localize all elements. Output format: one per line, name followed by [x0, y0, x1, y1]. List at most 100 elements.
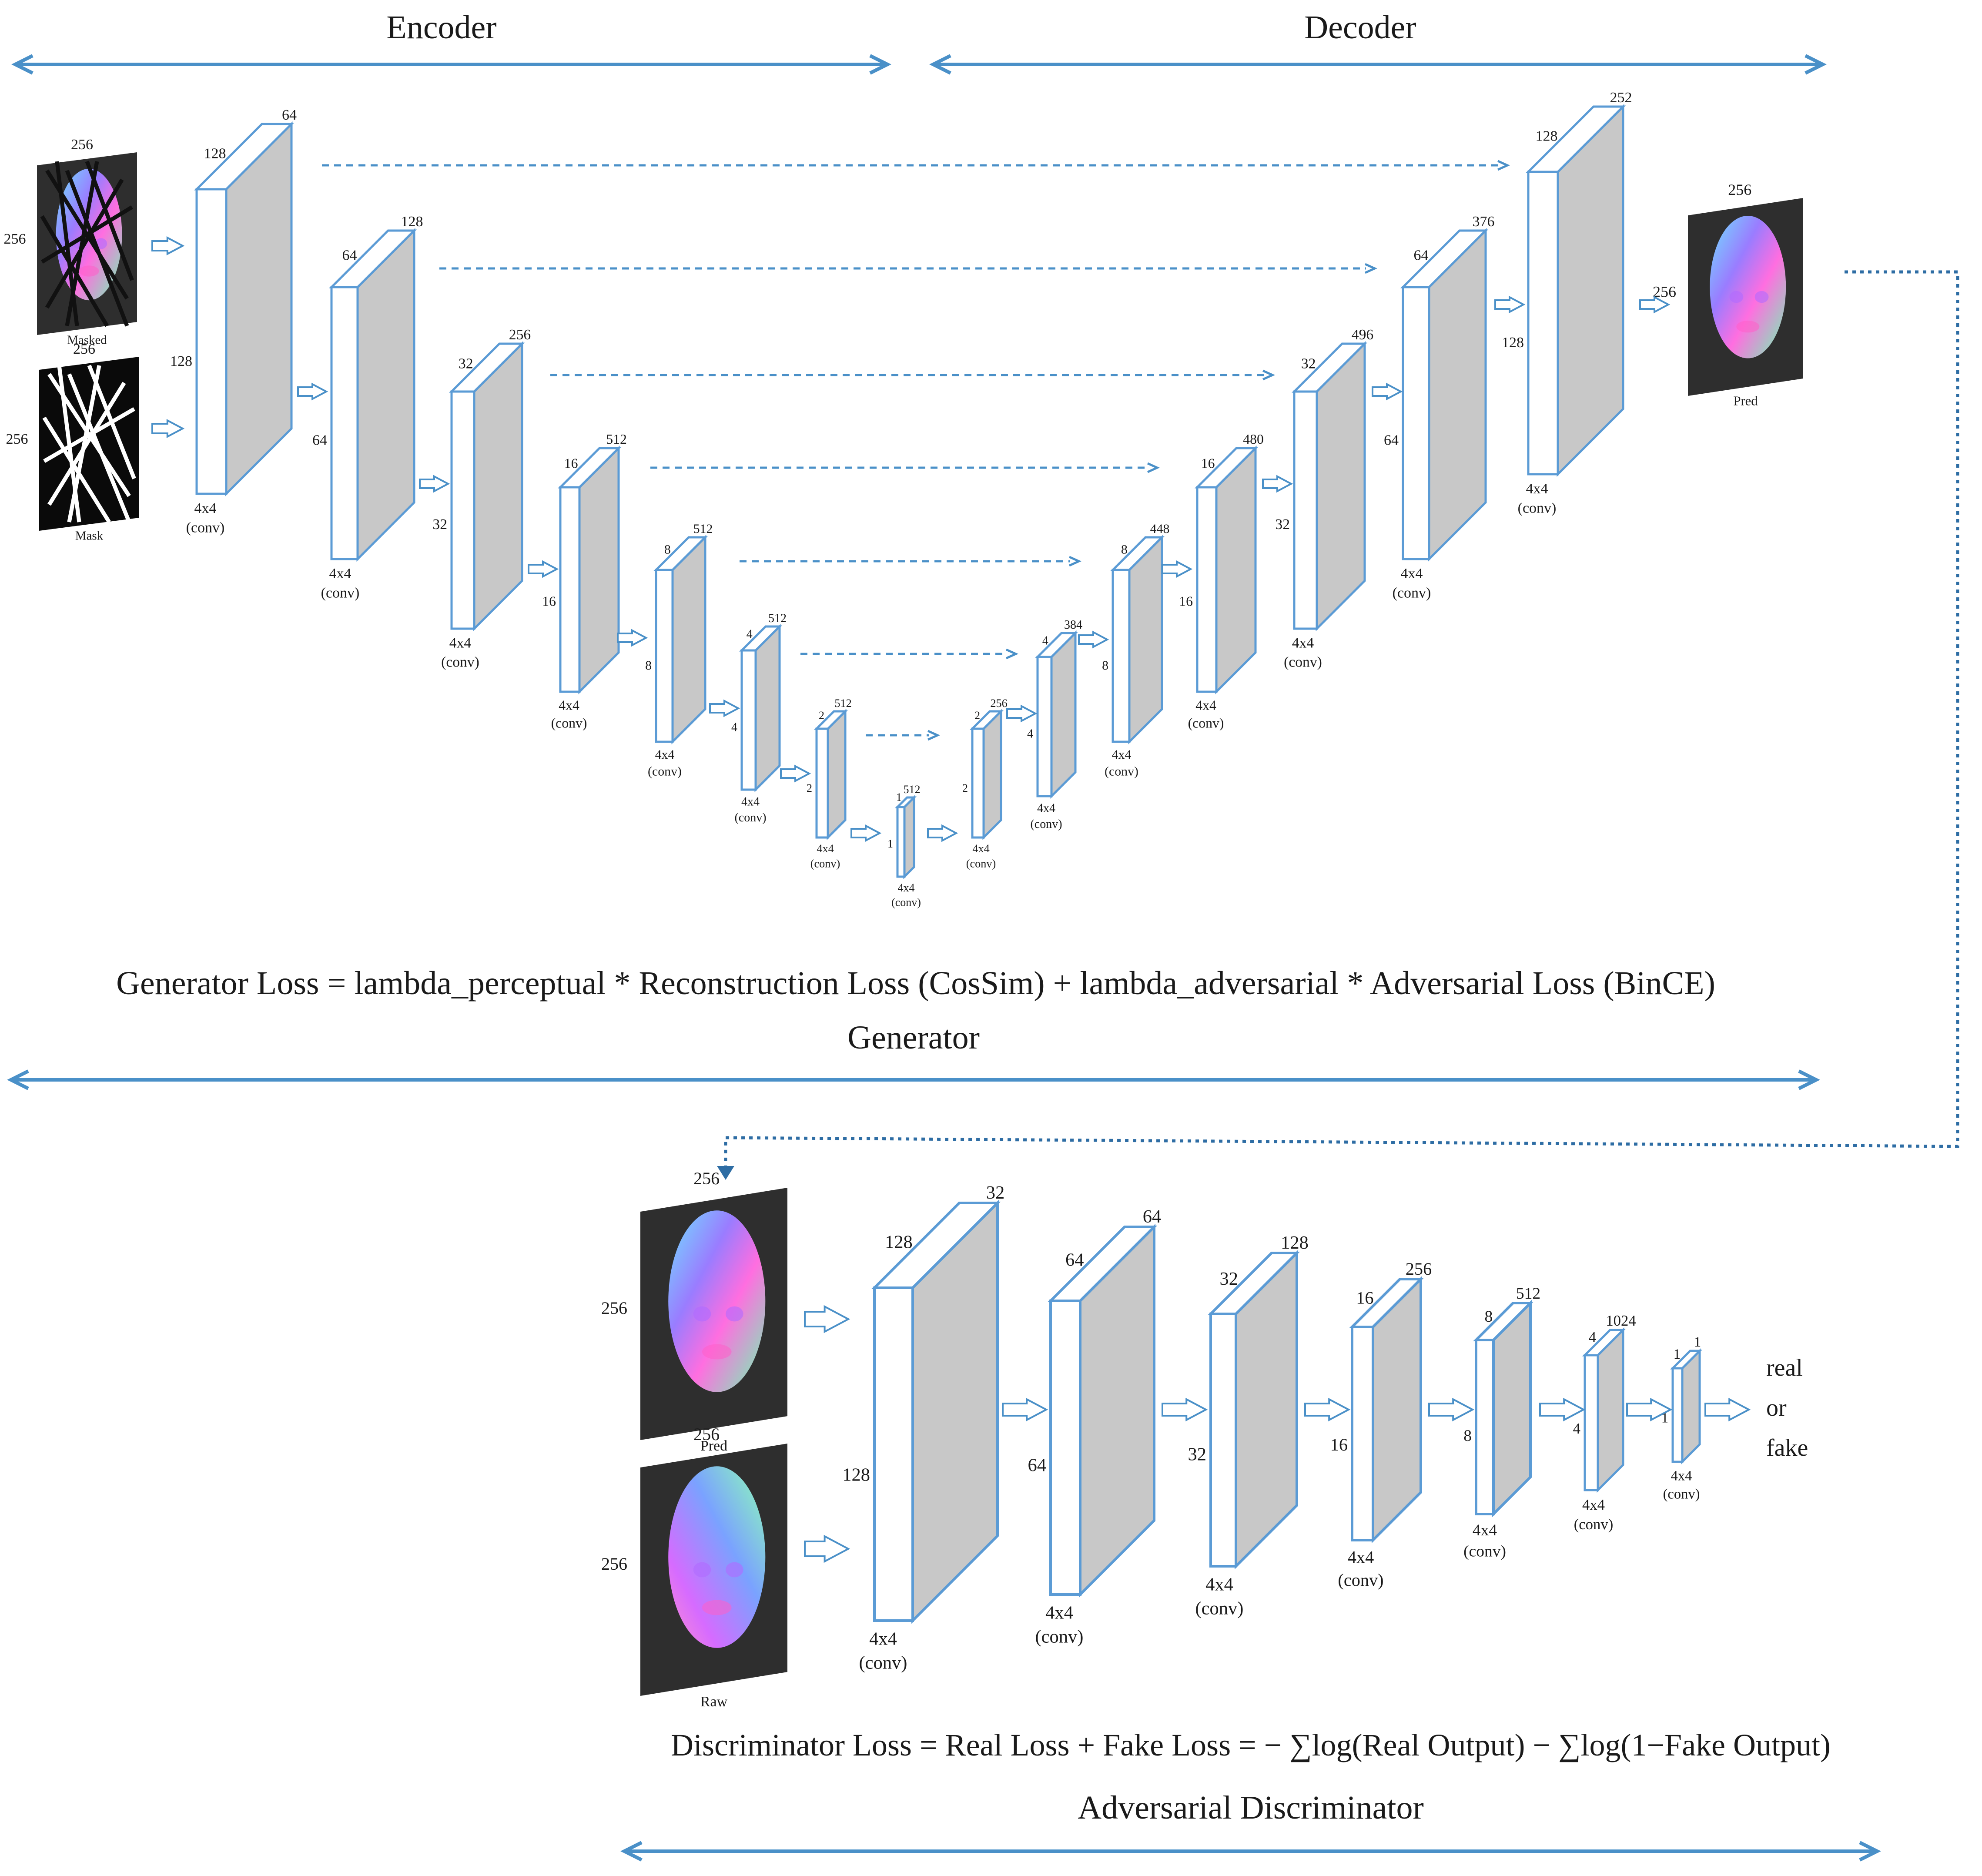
generator-blocks: 641281284x4(conv)12864644x4(conv)2563232…: [170, 90, 1632, 909]
block-side-face: [754, 623, 781, 793]
block-front-face: [450, 390, 475, 630]
image-width-label: 256: [73, 341, 95, 357]
conv-block: 480 16 16 4x4 (conv): [1179, 432, 1264, 731]
conv-type-label: (conv): [810, 857, 840, 870]
flow-arrow: [1372, 382, 1403, 401]
block-side-face: [827, 708, 847, 841]
image-caption: Pred: [700, 1438, 727, 1454]
conv-type-label: (conv): [891, 896, 921, 909]
mask-stroke: [67, 373, 131, 523]
spatial-size-label: 8: [1485, 1308, 1493, 1326]
conv-type-label: (conv): [1393, 585, 1431, 601]
conv-block: 496 32 32 4x4 (conv): [1275, 327, 1373, 670]
image-height-label: 256: [601, 1298, 627, 1318]
flow-arrow: [617, 629, 648, 647]
spatial-size-label: 4: [1042, 634, 1048, 647]
flow-arrow: [151, 419, 185, 439]
flow-arrow: [1304, 1397, 1351, 1422]
face-eye-shade: [726, 1306, 743, 1322]
face-eye-shade: [1729, 291, 1744, 303]
image-width-label: 256: [693, 1169, 720, 1188]
side-size-label: 4: [1573, 1420, 1580, 1437]
conv-block: 512 8 8 4x4 (conv): [1463, 1285, 1540, 1561]
image-height-label: 256: [4, 231, 26, 247]
conv-type-label: (conv): [1663, 1487, 1700, 1502]
channel-count-label: 512: [1516, 1285, 1540, 1303]
face-mouth-shade: [702, 1600, 732, 1615]
side-size-label: 4: [1027, 727, 1033, 741]
flow-arrow: [1428, 1397, 1475, 1422]
channel-count-label: 512: [904, 783, 921, 796]
image-caption: Raw: [700, 1694, 728, 1710]
encoder-label: Encoder: [386, 9, 496, 46]
block-side-face: [1597, 1327, 1624, 1493]
mask-stroke: [65, 170, 129, 327]
conv-block: 64 64 64 4x4 (conv): [1028, 1206, 1162, 1647]
block-side-face: [1215, 445, 1257, 695]
conv-kernel-label: 4x4: [194, 500, 217, 516]
block-front-face: [740, 649, 757, 791]
side-size-label: 8: [645, 658, 652, 673]
masked-input-image: Masked 256 256: [4, 137, 137, 347]
generator-span-arrow: [7, 1069, 1820, 1090]
flow-arrow: [1639, 295, 1671, 314]
conv-type-label: (conv): [1035, 1627, 1084, 1647]
flow-arrow: [1539, 1397, 1586, 1422]
decoder-label: Decoder: [1304, 9, 1416, 46]
conv-kernel-label: 4x4: [1195, 697, 1216, 713]
conv-block: 1024 4 4 4x4 (conv): [1573, 1312, 1636, 1533]
flow-arrow: [297, 382, 328, 401]
image-caption: Masked: [67, 333, 107, 347]
conv-block: 256 16 16 4x4 (conv): [1330, 1259, 1432, 1590]
block-front-face: [1209, 1313, 1237, 1568]
conv-kernel-label: 4x4: [898, 881, 915, 894]
flow-arrow: [709, 699, 740, 717]
output-real-label: real: [1766, 1354, 1803, 1381]
spatial-size-label: 128: [885, 1232, 913, 1252]
channel-count-label: 480: [1243, 432, 1264, 447]
conv-kernel-label: 4x4: [1582, 1496, 1605, 1513]
encoder-span-arrow: [11, 54, 891, 75]
flow-arrow: [780, 764, 811, 783]
flow-arrow: [1262, 475, 1293, 493]
block-front-face: [873, 1286, 914, 1622]
block-side-face: [1050, 630, 1077, 799]
generator-flow-arrows: [151, 236, 1671, 842]
conv-kernel-label: 4x4: [741, 795, 760, 808]
mask-stroke: [41, 205, 133, 264]
conv-kernel-label: 4x4: [1401, 566, 1423, 582]
conv-block: 252 128 128 4x4 (conv): [1502, 90, 1632, 516]
block-front-face: [1196, 486, 1218, 693]
discriminator-span-arrow: [620, 1841, 1881, 1862]
channel-count-label: 512: [693, 522, 713, 536]
channel-count-label: 376: [1473, 214, 1495, 230]
discriminator-blocks: 32 128 128 4x4 (conv) 64 64 64 4x4 (conv) 128 32 32 4…: [842, 1183, 1703, 1673]
image-width-label: 256: [71, 137, 93, 153]
flow-arrow: [1162, 560, 1193, 578]
conv-block: 512 8 8 4x4 (conv): [645, 522, 713, 779]
spatial-size-label: 4: [1589, 1329, 1596, 1346]
skip-arrowhead: [1262, 369, 1276, 381]
conv-kernel-label: 4x4: [1112, 747, 1132, 762]
spatial-size-label: 8: [1121, 542, 1128, 556]
block-front-face: [1112, 569, 1131, 743]
conv-type-label: (conv): [1105, 764, 1138, 779]
channel-count-label: 512: [768, 612, 787, 625]
flow-arrow: [850, 824, 882, 842]
side-size-label: 32: [1275, 516, 1290, 533]
conv-kernel-label: 4x4: [1526, 481, 1548, 497]
conv-block: 64 128 128 4x4 (conv): [170, 107, 297, 536]
face-mouth-shade: [79, 265, 99, 277]
side-size-label: 64: [1028, 1455, 1047, 1476]
side-size-label: 8: [1463, 1427, 1472, 1445]
discriminator-loss-formula: Discriminator Loss = Real Loss + Fake Lo…: [671, 1728, 1831, 1762]
image-width-label: 256: [1728, 181, 1751, 198]
conv-type-label: (conv): [1338, 1570, 1383, 1590]
output-fake-label: fake: [1766, 1434, 1808, 1461]
side-size-label: 32: [432, 516, 447, 533]
conv-block: 128 64 64 4x4 (conv): [312, 214, 423, 601]
block-front-face: [1351, 1326, 1374, 1541]
